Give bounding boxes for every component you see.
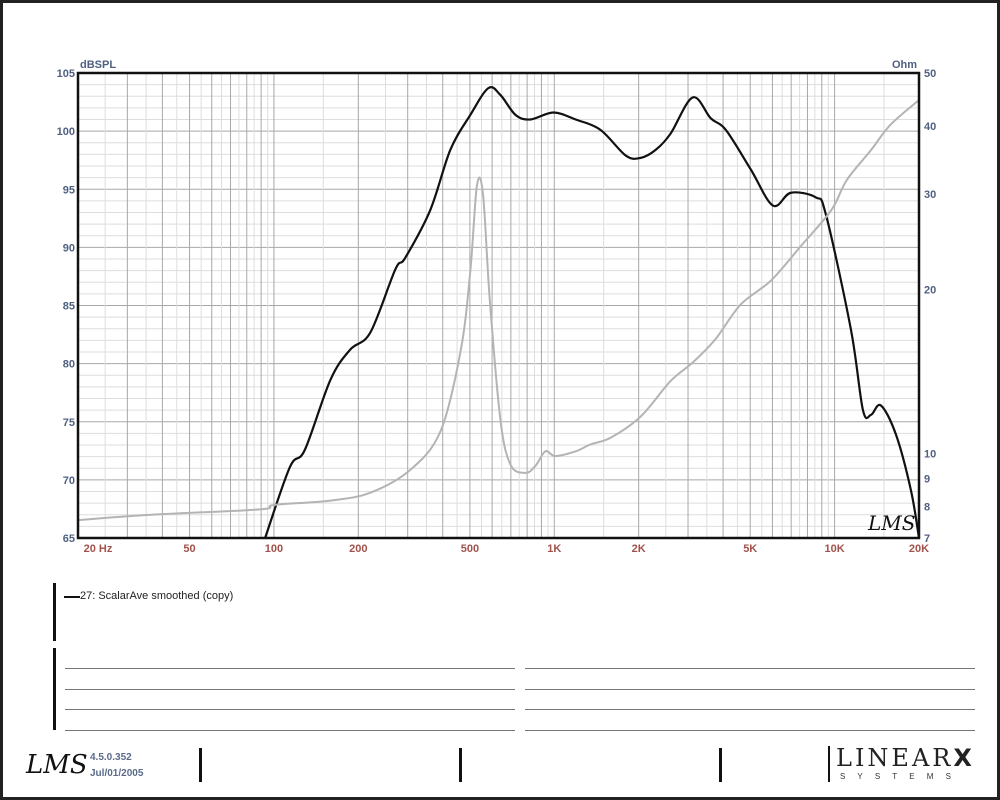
- y-left-axis-label: dBSPL: [80, 59, 116, 71]
- y-right-tick-label: 10: [924, 449, 936, 461]
- x-tick-label: 20K: [909, 543, 929, 555]
- y-right-tick-label: 40: [924, 121, 936, 133]
- y-right-tick-label: 7: [924, 533, 930, 545]
- x-tick-label: 200: [349, 543, 367, 555]
- lms-watermark-logo: LMS: [867, 511, 915, 535]
- y-left-tick-label: 90: [63, 242, 75, 254]
- lms-logo: LMS: [26, 750, 88, 780]
- x-tick-label: 500: [461, 543, 479, 555]
- y-right-axis-label: Ohm: [892, 59, 917, 71]
- legend-swatch-black: [64, 596, 80, 598]
- version-text: 4.5.0.352: [90, 752, 132, 763]
- legend-entry: 27: ScalarAve smoothed (copy): [80, 590, 234, 602]
- note-line: [525, 689, 975, 690]
- y-right-tick-label: 50: [924, 68, 936, 80]
- date-text: Jul/01/2005: [90, 768, 144, 779]
- x-tick-label: 1K: [547, 543, 561, 555]
- x-tick-label: 100: [265, 543, 283, 555]
- brand-text: LINEAR: [836, 744, 954, 772]
- y-left-tick-label: 75: [63, 417, 75, 429]
- x-tick-label: 50: [183, 543, 195, 555]
- x-tick-label: 10K: [825, 543, 845, 555]
- y-left-tick-label: 105: [57, 68, 75, 80]
- footer-divider: [719, 748, 722, 782]
- y-left-tick-label: 95: [63, 184, 75, 196]
- y-left-tick-label: 85: [63, 301, 75, 313]
- note-line: [65, 689, 515, 690]
- impedance-curve: [77, 99, 920, 522]
- notes-divider: [53, 648, 56, 730]
- plot-border: [76, 71, 921, 540]
- frequency-response-chart: 20 Hz 50 100 200 500 1K 2K 5K 10K 20K105100959085…: [57, 59, 937, 555]
- footer-divider: [459, 748, 462, 782]
- systems-text: S Y S T E M S: [840, 772, 956, 781]
- note-line: [525, 709, 975, 710]
- note-line: [65, 709, 515, 710]
- note-line: [65, 668, 515, 669]
- y-right-tick-label: 30: [924, 189, 936, 201]
- brand-x: X: [953, 744, 975, 772]
- x-tick-label: 2K: [632, 543, 646, 555]
- y-right-tick-label: 9: [924, 474, 930, 486]
- y-left-tick-label: 100: [57, 126, 75, 138]
- y-right-tick-label: 8: [924, 501, 930, 513]
- note-line: [525, 668, 975, 669]
- footer-divider: [199, 748, 202, 782]
- note-line: [525, 730, 975, 731]
- y-left-tick-label: 80: [63, 359, 75, 371]
- y-right-tick-label: 20: [924, 285, 936, 297]
- x-tick-label: 20 Hz: [84, 543, 113, 555]
- note-line: [65, 730, 515, 731]
- y-left-tick-label: 70: [63, 475, 75, 487]
- brand-divider: [828, 746, 830, 782]
- y-left-tick-label: 65: [63, 533, 75, 545]
- linearx-logo: LINEARX: [836, 744, 975, 772]
- legend-divider: [53, 583, 56, 641]
- x-tick-label: 5K: [743, 543, 757, 555]
- spl-curve: [264, 86, 921, 539]
